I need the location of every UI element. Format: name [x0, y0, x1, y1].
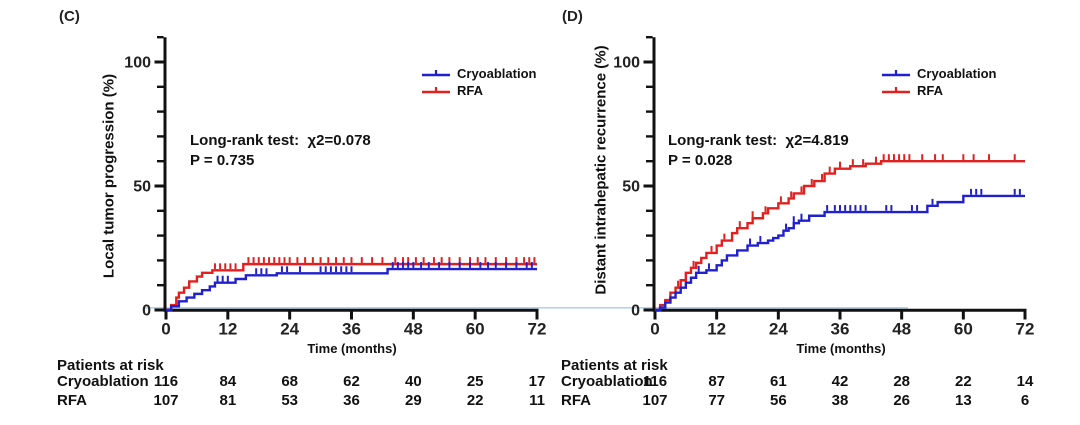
- at-risk-value: 107: [153, 392, 179, 409]
- at-risk-value: 22: [954, 373, 972, 390]
- at-risk-value: 62: [343, 373, 360, 390]
- panel-c-legend: Cryoablation RFA: [421, 65, 537, 98]
- x-tick-label: 12: [218, 320, 237, 339]
- panel-c-label: (C): [59, 8, 80, 25]
- at-risk-value: 77: [708, 392, 725, 409]
- at-risk-row-label: Cryoablation: [57, 373, 149, 390]
- legend-item-cryoablation: Cryoablation: [881, 65, 997, 81]
- at-risk-value: 116: [642, 373, 668, 390]
- at-risk-row-label: RFA: [57, 392, 87, 409]
- legend-label-rfa: RFA: [457, 82, 483, 98]
- y-tick-label: 50: [622, 179, 640, 196]
- cryoablation-censor-line-icon: [422, 69, 450, 76]
- panel-d-plot: 0 12 24 36 48 60 72 0 50 100: [613, 36, 1035, 339]
- panel-c-logrank-text: Long-rank test: χ2=0.078: [190, 132, 371, 149]
- y-tick-label: 100: [613, 55, 640, 72]
- at-risk-value: 107: [642, 392, 668, 409]
- panel-d-pvalue-text: P = 0.028: [668, 152, 733, 169]
- legend-label-cryoablation: Cryoablation: [917, 65, 997, 81]
- x-tick-label: 72: [1016, 320, 1035, 339]
- at-risk-value: 38: [831, 392, 849, 409]
- at-risk-value: 6: [1020, 392, 1030, 409]
- curve-cryoablation: [655, 194, 1025, 312]
- at-risk-value: 36: [343, 392, 360, 409]
- x-tick-label: 60: [954, 320, 973, 339]
- x-tick-label: 24: [280, 320, 299, 339]
- panel-d-at-risk-title: Patients at risk: [561, 357, 668, 374]
- panel-d-logrank-text: Long-rank test: χ2=4.819: [668, 132, 849, 149]
- y-tick-label: 0: [142, 303, 151, 320]
- panel-c-x-axis-title: Time (months): [307, 341, 397, 356]
- cryoablation-censor-line-icon: [882, 69, 910, 76]
- at-risk-value: 84: [219, 373, 237, 390]
- y-tick-label: 50: [133, 179, 151, 196]
- legend-item-rfa: RFA: [421, 82, 536, 98]
- x-tick-label: 48: [404, 320, 423, 339]
- x-tick-label: 36: [831, 320, 850, 339]
- panel-d-legend: Cryoablation RFA: [881, 65, 997, 98]
- x-tick-label: 72: [528, 320, 547, 339]
- at-risk-value: 14: [1016, 373, 1034, 390]
- rfa-censor-line-icon: [882, 86, 910, 93]
- curve-cryoablation: [166, 267, 537, 312]
- x-tick-label: 60: [466, 320, 485, 339]
- at-risk-value: 61: [769, 373, 787, 390]
- panel-c-plot: 0 12 24 36 48 60 72 0 50 100: [124, 36, 547, 339]
- at-risk-value: 26: [893, 392, 910, 409]
- at-risk-row-label: Cryoablation: [561, 373, 653, 390]
- at-risk-value: 68: [281, 373, 298, 390]
- at-risk-value: 42: [831, 373, 849, 390]
- at-risk-row-label: RFA: [561, 392, 591, 409]
- legend-item-rfa: RFA: [881, 82, 996, 98]
- at-risk-value: 87: [708, 373, 725, 390]
- panel-d-label: (D): [562, 8, 583, 25]
- x-tick-label: 36: [342, 320, 361, 339]
- at-risk-value: 13: [954, 392, 972, 409]
- at-risk-value: 17: [528, 373, 546, 390]
- at-risk-value: 29: [404, 392, 422, 409]
- panel-d-stats: Long-rank test: χ2=4.819 P = 0.028: [668, 131, 849, 171]
- x-tick-label: 48: [892, 320, 911, 339]
- x-tick-label: 0: [650, 320, 659, 339]
- panel-c-stats: Long-rank test: χ2=0.078 P = 0.735: [190, 131, 371, 171]
- legend-label-cryoablation: Cryoablation: [457, 65, 537, 81]
- at-risk-value: 56: [769, 392, 787, 409]
- x-tick-label: 12: [707, 320, 726, 339]
- y-tick-label: 0: [631, 303, 640, 320]
- legend-item-cryoablation: Cryoablation: [421, 65, 537, 81]
- panel-c-pvalue-text: P = 0.735: [190, 152, 255, 169]
- curve-rfa: [655, 160, 1025, 312]
- at-risk-value: 28: [893, 373, 910, 390]
- y-tick-label: 100: [124, 55, 151, 72]
- rfa-censor-line-icon: [422, 86, 450, 93]
- at-risk-value: 53: [281, 392, 298, 409]
- x-tick-label: 24: [769, 320, 788, 339]
- at-risk-value: 25: [466, 373, 484, 390]
- at-risk-value: 22: [466, 392, 484, 409]
- panel-c-at-risk-title: Patients at risk: [57, 357, 164, 374]
- at-risk-value: 81: [219, 392, 237, 409]
- panel-d-x-axis-title: Time (months): [796, 341, 886, 356]
- x-tick-label: 0: [161, 320, 170, 339]
- legend-label-rfa: RFA: [917, 82, 943, 98]
- at-risk-value: 116: [153, 373, 179, 390]
- curve-rfa: [166, 262, 537, 312]
- at-risk-value: 11: [529, 392, 545, 409]
- at-risk-value: 40: [404, 373, 422, 390]
